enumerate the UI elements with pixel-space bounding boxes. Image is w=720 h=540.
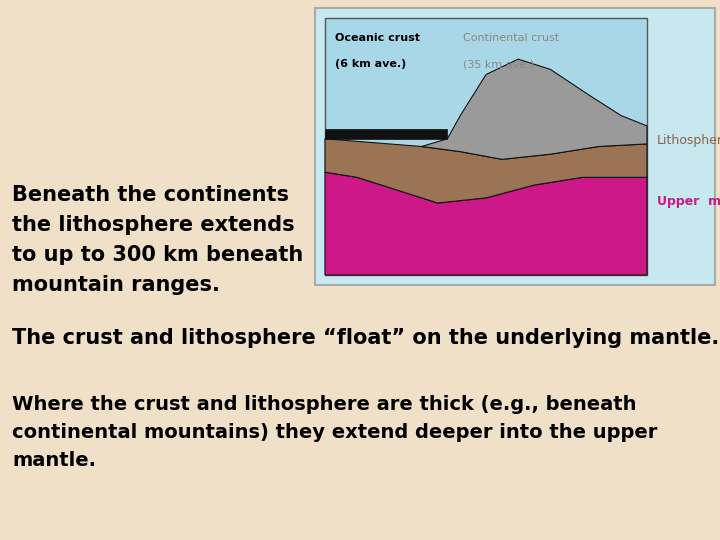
Bar <box>315 8 715 285</box>
Text: (35 km ave.): (35 km ave.) <box>464 59 534 69</box>
Text: The crust and lithosphere “float” on the underlying mantle.: The crust and lithosphere “float” on the… <box>12 328 719 348</box>
Bar <box>325 18 647 275</box>
Text: (6 km ave.): (6 km ave.) <box>335 59 406 69</box>
Text: the lithosphere extends: the lithosphere extends <box>12 215 294 235</box>
Text: Lithosphere: Lithosphere <box>657 134 720 147</box>
Text: to up to 300 km beneath: to up to 300 km beneath <box>12 245 303 265</box>
Text: Where the crust and lithosphere are thick (e.g., beneath
continental mountains) : Where the crust and lithosphere are thic… <box>12 395 657 470</box>
Text: Beneath the continents: Beneath the continents <box>12 185 289 205</box>
Polygon shape <box>325 129 447 139</box>
Text: Upper  mantle: Upper mantle <box>657 195 720 208</box>
Polygon shape <box>325 139 647 203</box>
Text: Oceanic crust: Oceanic crust <box>335 33 420 43</box>
Text: mountain ranges.: mountain ranges. <box>12 275 220 295</box>
Polygon shape <box>422 59 647 159</box>
Text: Continental crust: Continental crust <box>464 33 559 43</box>
Polygon shape <box>325 172 647 275</box>
